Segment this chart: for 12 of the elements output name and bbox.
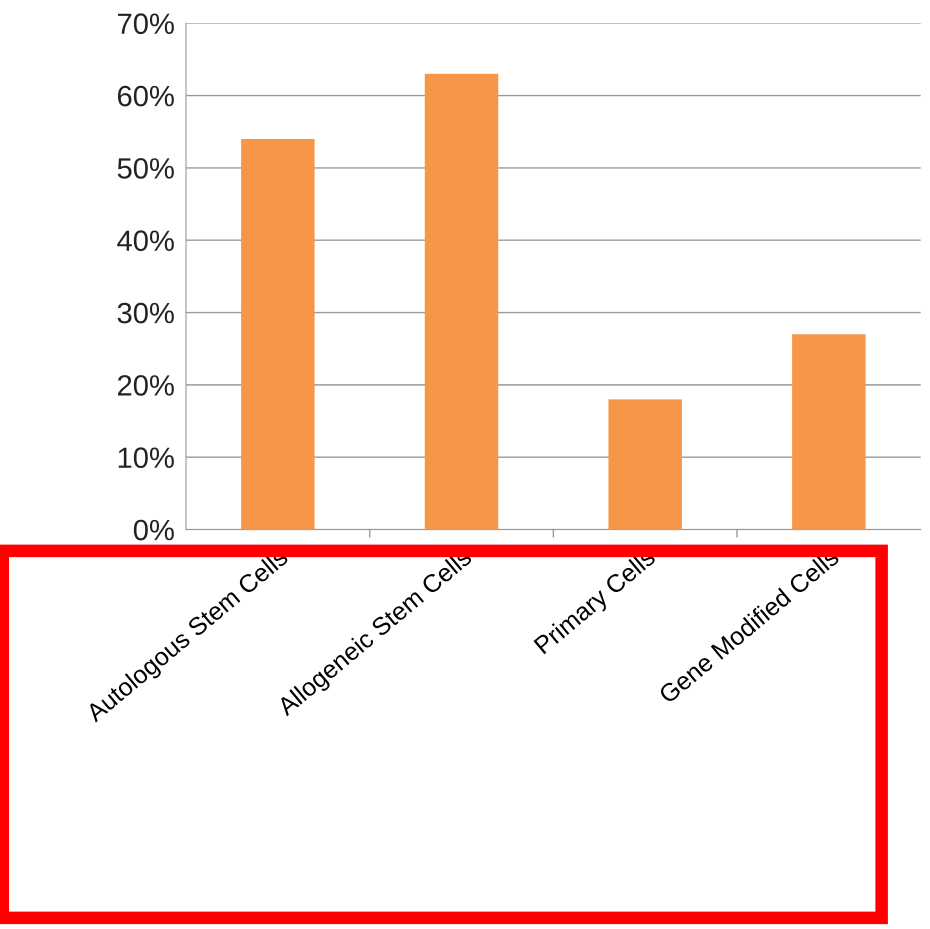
y-tick-label: 50% [118,158,174,179]
bar [424,74,498,530]
y-tick-label: 10% [118,447,174,468]
bar [608,399,682,530]
bar [792,334,866,530]
y-tick-label: 20% [118,375,174,396]
y-tick-label: 40% [117,230,174,252]
y-tick-label: 70% [118,13,174,34]
y-tick-label: 60% [118,86,174,106]
bar [241,138,315,530]
y-tick-label: 0% [134,520,174,540]
y-tick-label: 30% [118,302,174,324]
